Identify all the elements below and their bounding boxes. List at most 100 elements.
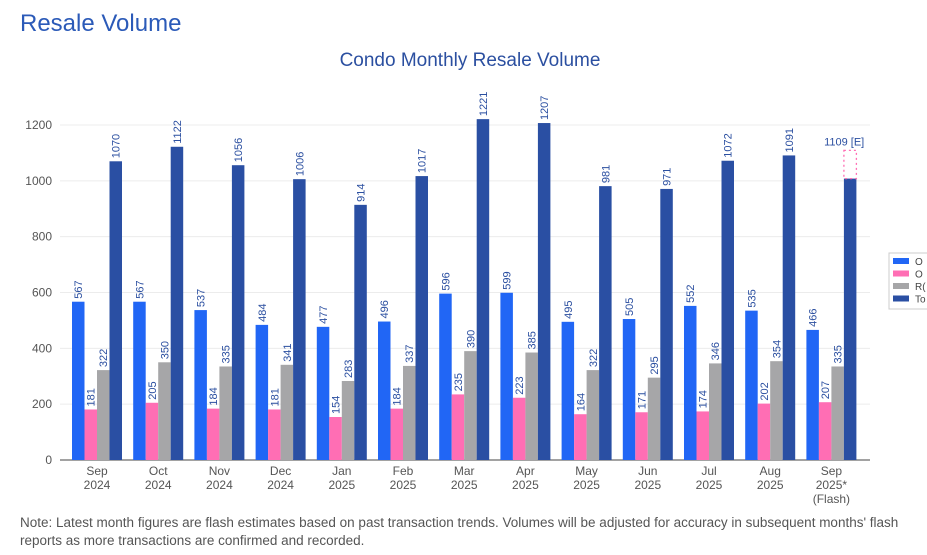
data-label: 466 bbox=[808, 309, 820, 327]
bar-3 bbox=[476, 119, 490, 460]
y-tick-label: 400 bbox=[32, 341, 52, 355]
legend-swatch bbox=[893, 295, 909, 302]
bar-3 bbox=[660, 188, 673, 460]
y-tick-label: 800 bbox=[32, 230, 52, 244]
data-label: 390 bbox=[465, 330, 477, 348]
legend-swatch bbox=[893, 258, 909, 264]
bar-0 bbox=[561, 321, 575, 460]
y-tick-label: 0 bbox=[45, 453, 52, 467]
data-label: 1221 bbox=[478, 92, 490, 116]
bar-3 bbox=[354, 204, 367, 460]
x-tick-label: 2025 bbox=[390, 478, 417, 492]
data-label: 484 bbox=[257, 304, 269, 322]
bar-0 bbox=[439, 293, 452, 460]
data-label: 181 bbox=[86, 388, 98, 406]
bar-2 bbox=[158, 362, 171, 460]
bar-1 bbox=[206, 408, 220, 460]
x-tick-label: Mar bbox=[454, 464, 475, 478]
estimate-outline bbox=[843, 149, 858, 180]
x-tick-label: (Flash) bbox=[813, 492, 850, 506]
data-label: 171 bbox=[637, 391, 649, 409]
bar-1 bbox=[512, 397, 526, 460]
data-label: 205 bbox=[147, 381, 159, 399]
data-label: 164 bbox=[575, 393, 587, 411]
x-tick-label: Oct bbox=[149, 464, 168, 478]
data-label: 914 bbox=[356, 183, 368, 201]
x-tick-label: 2025 bbox=[757, 478, 784, 492]
data-label: 335 bbox=[221, 345, 233, 363]
x-tick-label: 2025 bbox=[573, 478, 600, 492]
data-label: 552 bbox=[685, 285, 697, 303]
bar-0 bbox=[745, 310, 758, 460]
data-label: 184 bbox=[208, 387, 220, 405]
bar-1 bbox=[818, 402, 832, 460]
data-label: 354 bbox=[771, 340, 783, 358]
bar-0 bbox=[72, 301, 85, 460]
resale-volume-chart: Condo Monthly Resale Volume 0 200 400 600 800… bbox=[25, 50, 927, 506]
data-label: 322 bbox=[98, 349, 110, 367]
x-tick-label: 2025 bbox=[451, 478, 478, 492]
bar-1 bbox=[268, 409, 281, 460]
data-label: 495 bbox=[563, 300, 575, 318]
x-tick-label: 2025 bbox=[512, 478, 539, 492]
data-label: 184 bbox=[392, 387, 404, 405]
bar-1 bbox=[757, 403, 771, 460]
x-tick-label: 2024 bbox=[267, 478, 294, 492]
bar-1 bbox=[84, 409, 97, 460]
legend-label: O bbox=[915, 257, 923, 268]
data-label: 567 bbox=[134, 280, 146, 298]
x-tick-label: Jun bbox=[638, 464, 657, 478]
bar-1 bbox=[574, 414, 587, 460]
chart-title: Condo Monthly Resale Volume bbox=[340, 50, 601, 71]
bar-0 bbox=[500, 292, 513, 460]
x-tick-label: 2024 bbox=[206, 478, 233, 492]
bar-1 bbox=[696, 411, 709, 460]
bar-0 bbox=[255, 324, 269, 460]
bar-0 bbox=[806, 329, 819, 460]
x-tick-label: 2025 bbox=[696, 478, 723, 492]
bar-3 bbox=[415, 176, 428, 460]
data-label: 350 bbox=[159, 341, 171, 359]
x-tick-label: Apr bbox=[516, 464, 535, 478]
data-label: 283 bbox=[343, 360, 355, 378]
x-tick-label: Feb bbox=[393, 464, 414, 478]
bar-3 bbox=[721, 160, 734, 460]
x-tick-label: Sep bbox=[821, 464, 843, 478]
x-tick-label: Dec bbox=[270, 464, 291, 478]
page-heading: Resale Volume bbox=[20, 10, 182, 37]
x-tick-label: 2024 bbox=[84, 478, 111, 492]
data-label: 181 bbox=[269, 388, 281, 406]
x-tick-label: 2025 bbox=[328, 478, 355, 492]
data-label: 535 bbox=[746, 289, 758, 307]
data-label: 174 bbox=[698, 390, 710, 408]
data-label: 496 bbox=[379, 300, 391, 318]
x-tick-label: 2025* bbox=[816, 478, 848, 492]
data-label: 385 bbox=[527, 331, 539, 349]
data-label: 154 bbox=[331, 396, 343, 414]
legend-label: O bbox=[915, 270, 923, 281]
legend-label: To bbox=[915, 295, 926, 306]
data-label: 981 bbox=[600, 165, 612, 183]
bar-3 bbox=[782, 155, 796, 460]
data-label: 1091 bbox=[784, 128, 796, 152]
bar-3 bbox=[843, 178, 857, 460]
bar-1 bbox=[390, 408, 403, 460]
data-label: 223 bbox=[514, 376, 526, 394]
data-label: 477 bbox=[318, 305, 330, 323]
data-label: 202 bbox=[759, 382, 771, 400]
data-label: 1006 bbox=[294, 152, 306, 176]
data-label: 971 bbox=[662, 168, 674, 186]
y-tick-label: 200 bbox=[32, 397, 52, 411]
y-tick-label: 1200 bbox=[25, 118, 52, 132]
x-tick-label: 2024 bbox=[145, 478, 172, 492]
bar-0 bbox=[194, 310, 207, 460]
bar-3 bbox=[537, 123, 551, 460]
bar-2 bbox=[219, 366, 232, 460]
data-label: 322 bbox=[588, 349, 600, 367]
bar-2 bbox=[647, 377, 661, 460]
data-label: 335 bbox=[833, 345, 845, 363]
data-label: 1072 bbox=[723, 133, 735, 157]
data-label: 537 bbox=[196, 289, 208, 307]
y-tick-label: 600 bbox=[32, 286, 52, 300]
bar-1 bbox=[329, 417, 342, 460]
